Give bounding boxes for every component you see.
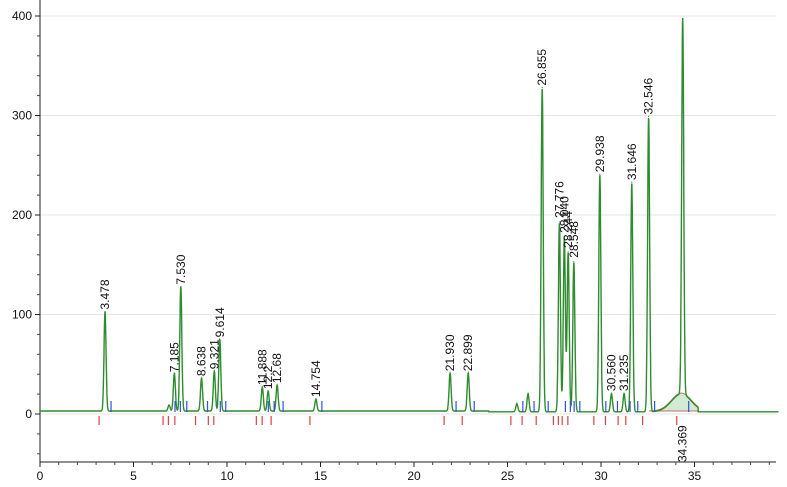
y-tick-label: 200 [12, 208, 32, 222]
peak-label: 7.185 [167, 342, 181, 372]
peak-apex [219, 338, 221, 340]
peak-apex [648, 115, 650, 118]
peak-apex [168, 404, 170, 406]
peak-label: 9.321 [207, 339, 221, 369]
peak-apex [599, 173, 601, 175]
peak-label: 8.638 [195, 346, 209, 376]
peak-apex [563, 236, 565, 238]
gridlines [40, 15, 776, 415]
peak-label: 30.560 [604, 354, 618, 391]
peak-apex [180, 286, 182, 288]
peak-label: 31.646 [625, 143, 639, 180]
peak-label: 22.899 [461, 334, 475, 371]
peak-label: 12.2 [261, 365, 275, 389]
peak-label: 9.614 [213, 307, 227, 337]
peak-apex [449, 372, 451, 374]
y-tick-label: 300 [12, 109, 32, 123]
peak-apex [573, 261, 575, 263]
peak-label: 28.548 [567, 221, 581, 258]
y-tick-label: 400 [12, 9, 32, 23]
x-tick-label: 5 [130, 469, 137, 482]
peak-apex [200, 377, 203, 379]
peak-apex [104, 310, 106, 313]
x-tick-label: 20 [407, 469, 421, 482]
peak-label: 11.888 [255, 349, 269, 385]
x-tick-label: 35 [688, 469, 702, 482]
x-tick-label: 30 [594, 469, 608, 482]
peak-apex [315, 398, 317, 400]
peak-label: 3.478 [98, 279, 112, 309]
x-tick-label: 0 [37, 469, 44, 482]
peak-apex [567, 251, 569, 253]
peak-apex [682, 34, 684, 36]
peak-apex [631, 181, 633, 183]
peak-label: 21.930 [443, 334, 457, 371]
peak-apex [516, 402, 518, 404]
y-tick-label: 0 [25, 407, 32, 421]
peak-label: 28.040 [557, 196, 571, 233]
peak-apex [623, 392, 625, 394]
peak-label: 7.530 [174, 254, 188, 284]
peak-label: 28.244 [561, 211, 575, 248]
axes: 0 100 200 300 400 0 5 10 15 20 25 30 35 [12, 0, 776, 483]
peak-apex [541, 87, 543, 89]
peak-label: 34.369 [676, 425, 690, 462]
peak-apex [213, 370, 215, 372]
integration-markers [98, 401, 690, 425]
peak-label: 27.776 [552, 181, 566, 218]
peak-label: 32.546 [642, 77, 656, 114]
peak-apex [467, 372, 469, 374]
y-tick-label: 100 [12, 308, 32, 322]
x-tick-label: 15 [314, 469, 328, 482]
peak-apex [173, 372, 175, 374]
series-layer [40, 17, 779, 413]
peak-apex [610, 392, 613, 394]
peak-apex [267, 390, 269, 392]
peak-label: 14.754 [309, 360, 323, 397]
peak-label: 31.235 [617, 354, 631, 391]
peak-label: 26.855 [535, 49, 549, 86]
peak-apex [527, 392, 529, 394]
signal-trace [40, 17, 779, 413]
x-tick-label: 25 [501, 469, 515, 482]
peak-label: 12.68 [270, 353, 284, 383]
peak-apex [261, 386, 263, 388]
peak-apex [558, 221, 561, 223]
peak-apex [276, 384, 278, 386]
baseline-hump [649, 392, 699, 412]
x-tick-label: 10 [220, 469, 234, 482]
peak-label: 29.938 [593, 135, 607, 172]
